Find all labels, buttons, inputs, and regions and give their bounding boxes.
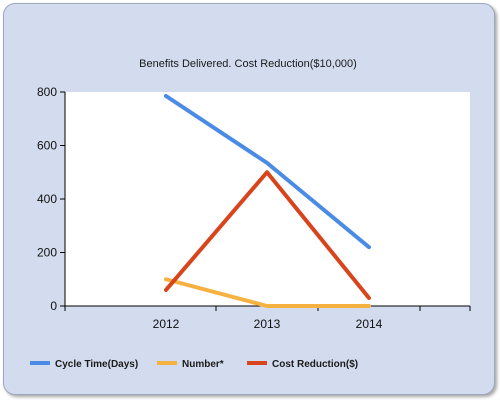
series-2-point: [368, 305, 370, 307]
y-tick-label: 600: [37, 139, 57, 153]
y-tick-label: 0: [50, 299, 57, 313]
x-tick-label: 2014: [356, 317, 383, 331]
series-3-point: [266, 171, 268, 173]
y-tick-label: 400: [37, 192, 57, 206]
plot-area: [65, 92, 470, 306]
legend-label-2: Number*: [182, 359, 224, 370]
legend-label-3: Cost Reduction($): [272, 359, 358, 370]
y-tick-label: 800: [37, 85, 57, 99]
series-2-point: [266, 305, 268, 307]
legend-label-1: Cycle Time(Days): [55, 359, 138, 370]
legend: Cycle Time(Days) Number* Cost Reduction($): [30, 359, 358, 370]
x-tick-label: 2012: [153, 317, 180, 331]
y-axis: 0 200 400 600 800: [37, 85, 66, 313]
series-layer: [164, 94, 371, 308]
y-tick-label: 200: [37, 246, 57, 260]
x-axis: 2012 2013 2014: [64, 305, 471, 331]
x-tick-label: 2013: [254, 317, 281, 331]
series-3-point: [368, 297, 370, 299]
series-1-point: [266, 162, 268, 164]
series-3-point: [165, 289, 167, 291]
series-1-point: [165, 95, 167, 97]
series-1-point: [368, 246, 370, 248]
series-2-point: [165, 278, 167, 280]
chart-title: Benefits Delivered. Cost Reduction($10,0…: [139, 58, 357, 70]
